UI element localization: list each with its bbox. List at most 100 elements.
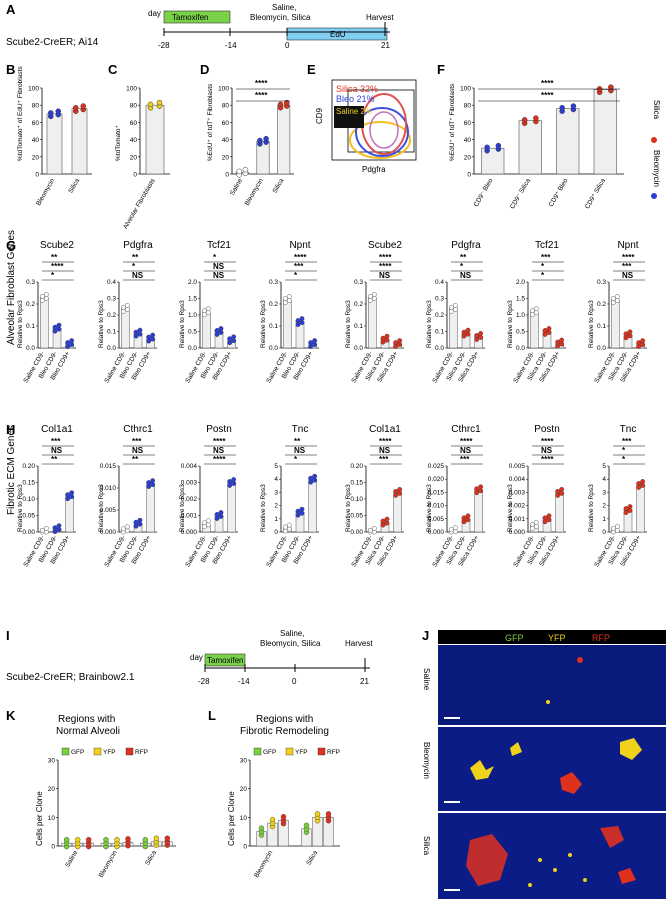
y-tick-label: 20 bbox=[240, 786, 248, 793]
x-tick-label: Silica bbox=[67, 177, 81, 194]
sig-label: *** bbox=[132, 437, 142, 446]
data-point bbox=[69, 342, 75, 347]
bar bbox=[40, 297, 49, 349]
data-point bbox=[610, 525, 616, 531]
row-h-label: Fibrotic ECM Genes bbox=[6, 425, 17, 515]
bar bbox=[555, 492, 564, 533]
y-tick-label: 0.2 bbox=[354, 301, 363, 308]
y-tick-label: 80 bbox=[130, 103, 138, 110]
data-point bbox=[367, 527, 373, 533]
data-point bbox=[299, 506, 305, 512]
y-tick-label: 3 bbox=[602, 489, 606, 496]
y-tick-label: 0.001 bbox=[509, 516, 526, 523]
harvest-label: Harvest bbox=[366, 13, 394, 22]
sig-label: **** bbox=[294, 253, 307, 262]
y-tick-label: 0.001 bbox=[181, 513, 198, 520]
y-axis-label: %EdU⁺ of tdT⁺ Fibroblasts bbox=[449, 83, 456, 161]
x-tick-label: Silica bbox=[305, 849, 319, 866]
data-point bbox=[623, 510, 629, 515]
panel-f-legend: Silica Bleomycin bbox=[651, 100, 661, 199]
data-point bbox=[640, 338, 646, 344]
sig-label: NS bbox=[379, 446, 391, 455]
data-point bbox=[478, 331, 484, 336]
k-title-2: Normal Alveoli bbox=[56, 726, 120, 737]
bar bbox=[368, 297, 377, 349]
data-point bbox=[52, 328, 58, 334]
data-point bbox=[280, 814, 287, 820]
data-point bbox=[312, 338, 318, 344]
y-tick-label: 0.3 bbox=[435, 296, 444, 303]
data-point bbox=[201, 524, 207, 530]
data-point bbox=[263, 135, 269, 142]
data-point bbox=[295, 512, 301, 518]
data-point bbox=[282, 524, 288, 530]
y-tick-label: 0.3 bbox=[26, 279, 35, 286]
sig-label: * bbox=[541, 271, 545, 280]
sig-label: **** bbox=[51, 262, 64, 271]
flow-contour bbox=[369, 111, 399, 149]
data-point bbox=[124, 306, 130, 312]
bar bbox=[308, 478, 317, 533]
data-point bbox=[124, 524, 130, 530]
micro-image-saline bbox=[438, 645, 666, 725]
data-point bbox=[461, 329, 467, 335]
data-point bbox=[397, 338, 403, 344]
day-label: 21 bbox=[360, 677, 369, 686]
legend-label: RFP bbox=[135, 749, 148, 756]
data-point bbox=[461, 519, 467, 525]
y-axis-label: %tdTomato⁺ of EdU⁺ Fibroblasts bbox=[17, 66, 24, 161]
y-tick-label: 0.15 bbox=[350, 480, 363, 487]
data-point bbox=[555, 343, 561, 349]
data-point bbox=[48, 110, 54, 116]
sig-label: * bbox=[132, 262, 136, 271]
y-tick-label: 1.0 bbox=[516, 312, 525, 319]
gene-title: Cthrc1 bbox=[451, 424, 481, 435]
chart-f: 0 20 40 60 80 100 CD9⁻ Bleo CD9⁻ Silica CD9⁺ Ble… bbox=[449, 79, 624, 210]
data-point bbox=[384, 333, 390, 339]
data-point bbox=[214, 332, 220, 337]
data-point bbox=[380, 518, 386, 524]
sig-label: NS bbox=[132, 446, 144, 455]
flow-yaxis: CD9 bbox=[315, 107, 324, 124]
data-point bbox=[465, 513, 471, 519]
data-point bbox=[559, 487, 565, 492]
flow-bleo-label: Bleo 21% bbox=[336, 94, 375, 104]
legend-bleo: Bleomycin bbox=[652, 150, 661, 187]
y-tick-label: 40 bbox=[464, 137, 472, 144]
y-tick-label: 0.3 bbox=[354, 279, 363, 286]
data-point bbox=[146, 338, 152, 344]
data-point bbox=[295, 318, 301, 324]
gene-title: Tnc bbox=[620, 424, 637, 435]
gene-title: Npnt bbox=[617, 240, 638, 251]
gene-title: Postn bbox=[206, 424, 232, 435]
yfp-signal bbox=[546, 700, 550, 704]
y-tick-label: 2.0 bbox=[188, 279, 197, 286]
y-axis-label: Relative to Rps3 bbox=[260, 484, 267, 532]
y-tick-label: 0.003 bbox=[181, 480, 198, 487]
data-point bbox=[555, 339, 561, 345]
data-point bbox=[636, 340, 642, 346]
y-tick-label: 0.2 bbox=[597, 301, 606, 308]
data-point bbox=[308, 479, 314, 485]
yfp-signal bbox=[553, 868, 557, 872]
data-point bbox=[465, 517, 471, 523]
gene-title: Tcf21 bbox=[207, 240, 231, 251]
panel-label-b: B bbox=[6, 62, 15, 77]
data-point bbox=[529, 522, 535, 527]
data-point bbox=[55, 108, 61, 114]
day-label: 0 bbox=[285, 41, 290, 50]
data-point bbox=[397, 490, 403, 496]
y-axis-label: Relative to Rps3 bbox=[98, 300, 105, 348]
data-point bbox=[546, 513, 552, 519]
data-point bbox=[227, 336, 233, 342]
x-tick-label: Saline bbox=[229, 177, 244, 196]
data-point bbox=[533, 520, 539, 525]
chart-c: 0 20 40 60 80 100 Alveolar Fibroblasts %tdTomat… bbox=[115, 86, 170, 230]
y-tick-label: 0.002 bbox=[181, 496, 198, 503]
panel-label-d: D bbox=[200, 62, 209, 77]
legend-swatch bbox=[253, 747, 262, 756]
data-point bbox=[133, 333, 139, 339]
data-point bbox=[120, 308, 126, 314]
data-point bbox=[85, 836, 92, 843]
data-point bbox=[546, 326, 552, 331]
